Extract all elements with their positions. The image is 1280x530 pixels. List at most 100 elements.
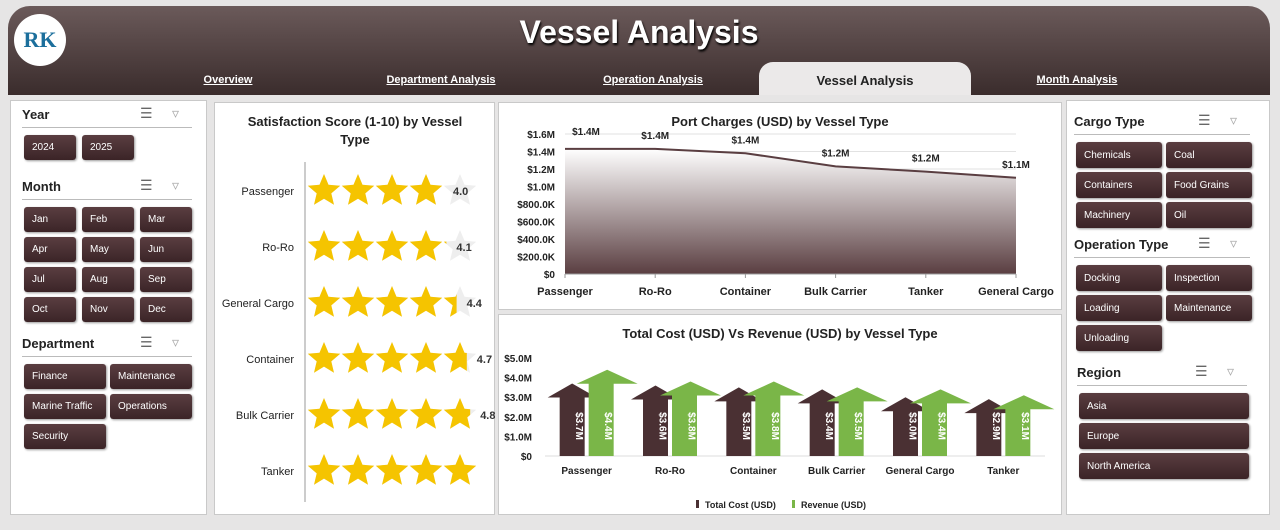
multi-select-icon[interactable]: ☰ <box>1198 235 1211 251</box>
clear-filter-icon[interactable]: ▿ <box>172 334 180 350</box>
legend-label: Revenue (USD) <box>801 500 866 510</box>
empty-star <box>443 174 477 205</box>
data-label: 4.1 <box>456 242 471 254</box>
multi-select-icon[interactable]: ☰ <box>140 105 153 121</box>
data-label: $1.2M <box>822 148 850 159</box>
data-label: $2.9M <box>990 412 1001 440</box>
star-mark <box>341 286 375 317</box>
slicer-divider <box>22 356 192 357</box>
multi-select-icon[interactable]: ☰ <box>140 177 153 193</box>
category-label: Tanker <box>261 466 294 478</box>
data-label: 4.8 <box>480 410 495 422</box>
month-option[interactable]: Jan <box>24 207 76 232</box>
department-option[interactable]: Finance <box>24 364 106 389</box>
x-tick-label: General Cargo <box>886 466 955 477</box>
star-mark <box>341 342 375 373</box>
data-label: $1.4M <box>572 127 600 138</box>
header-banner: Vessel Analysis <box>8 6 1270 95</box>
star-mark <box>307 230 341 261</box>
tab-month-analysis[interactable]: Month Analysis <box>1036 74 1118 86</box>
year-option[interactable]: 2024 <box>24 135 76 160</box>
month-option[interactable]: May <box>82 237 134 262</box>
month-option[interactable]: Dec <box>140 297 192 322</box>
cargo-option[interactable]: Coal <box>1166 142 1252 168</box>
month-option[interactable]: Nov <box>82 297 134 322</box>
month-option[interactable]: Jun <box>140 237 192 262</box>
star-mark <box>341 174 375 205</box>
arrow-bar <box>547 383 597 456</box>
clear-filter-icon[interactable]: ▿ <box>172 177 180 193</box>
logo: RK <box>14 14 66 66</box>
month-option[interactable]: Mar <box>140 207 192 232</box>
department-option[interactable]: Marine Traffic <box>24 394 106 419</box>
tab-vessel-analysis[interactable]: Vessel Analysis <box>759 62 971 95</box>
y-tick-label: $4.0M <box>504 374 532 385</box>
series-line <box>565 147 1017 179</box>
multi-select-icon[interactable]: ☰ <box>1195 363 1208 379</box>
x-tick-label: Ro-Ro <box>639 286 672 298</box>
x-tick-label: Ro-Ro <box>655 466 685 477</box>
arrow-bar <box>993 395 1055 456</box>
cargo-slicer-title: Cargo Type <box>1074 114 1145 129</box>
cost-revenue-chart: $0 $1.0M $2.0M $3.0M $4.0M $5.0M $3.7M $4.4M Pas… <box>504 354 1055 510</box>
data-label: $3.6M <box>657 412 668 440</box>
clear-filter-icon[interactable]: ▿ <box>1227 363 1235 379</box>
y-tick-label: $1.2M <box>527 165 555 176</box>
arrow-bar <box>797 389 847 456</box>
slicer-divider <box>1074 257 1250 258</box>
tab-overview[interactable]: Overview <box>203 74 253 86</box>
year-option[interactable]: 2025 <box>82 135 134 160</box>
x-tick-label: Tanker <box>908 286 944 298</box>
department-option[interactable]: Maintenance <box>110 364 192 389</box>
category-label: General Cargo <box>222 298 294 310</box>
star-mark <box>375 398 409 429</box>
cargo-option[interactable]: Food Grains <box>1166 172 1252 198</box>
x-tick-label: Tanker <box>987 466 1019 477</box>
operation-option[interactable]: Inspection <box>1166 265 1252 291</box>
star-mark <box>307 342 341 373</box>
cargo-option[interactable]: Oil <box>1166 202 1252 228</box>
x-tick-label: Passenger <box>537 286 593 298</box>
data-label: $1.4M <box>641 131 669 142</box>
slicer-divider <box>1074 134 1250 135</box>
region-option[interactable]: North America <box>1079 453 1249 479</box>
y-tick-label: $3.0M <box>504 393 532 404</box>
month-option[interactable]: Aug <box>82 267 134 292</box>
region-option[interactable]: Asia <box>1079 393 1249 419</box>
cargo-option[interactable]: Chemicals <box>1076 142 1162 168</box>
category-label: Container <box>246 354 294 366</box>
tab-operation-analysis[interactable]: Operation Analysis <box>603 74 703 86</box>
multi-select-icon[interactable]: ☰ <box>1198 112 1211 128</box>
x-tick-label: Passenger <box>561 466 612 477</box>
month-option[interactable]: Sep <box>140 267 192 292</box>
port-charges-chart: $0 $200.0K $400.0K $600.0K $800.0K $1.0M $1.2M… <box>517 127 1054 298</box>
y-tick-label: $800.0K <box>517 200 556 211</box>
y-tick-label: $5.0M <box>504 354 532 365</box>
multi-select-icon[interactable]: ☰ <box>140 334 153 350</box>
cargo-option[interactable]: Containers <box>1076 172 1162 198</box>
region-option[interactable]: Europe <box>1079 423 1249 449</box>
department-option[interactable]: Security <box>24 424 106 449</box>
month-option[interactable]: Jul <box>24 267 76 292</box>
month-option[interactable]: Oct <box>24 297 76 322</box>
operation-option[interactable]: Maintenance <box>1166 295 1252 321</box>
star-mark <box>443 342 467 373</box>
department-option[interactable]: Operations <box>110 394 192 419</box>
clear-filter-icon[interactable]: ▿ <box>1230 235 1238 251</box>
cargo-option[interactable]: Machinery <box>1076 202 1162 228</box>
month-option[interactable]: Feb <box>82 207 134 232</box>
tab-department-analysis[interactable]: Department Analysis <box>386 74 496 86</box>
data-label: $1.1M <box>1002 160 1030 171</box>
operation-option[interactable]: Docking <box>1076 265 1162 291</box>
clear-filter-icon[interactable]: ▿ <box>1230 112 1238 128</box>
legend-swatch <box>696 500 699 508</box>
x-tick-label: Container <box>720 286 772 298</box>
clear-filter-icon[interactable]: ▿ <box>172 105 180 121</box>
month-option[interactable]: Apr <box>24 237 76 262</box>
legend-swatch <box>792 500 795 508</box>
star-mark <box>307 398 341 429</box>
operation-option[interactable]: Loading <box>1076 295 1162 321</box>
operation-option[interactable]: Unloading <box>1076 325 1162 351</box>
data-label: $3.1M <box>1019 412 1030 440</box>
data-label: 4.0 <box>453 186 468 198</box>
